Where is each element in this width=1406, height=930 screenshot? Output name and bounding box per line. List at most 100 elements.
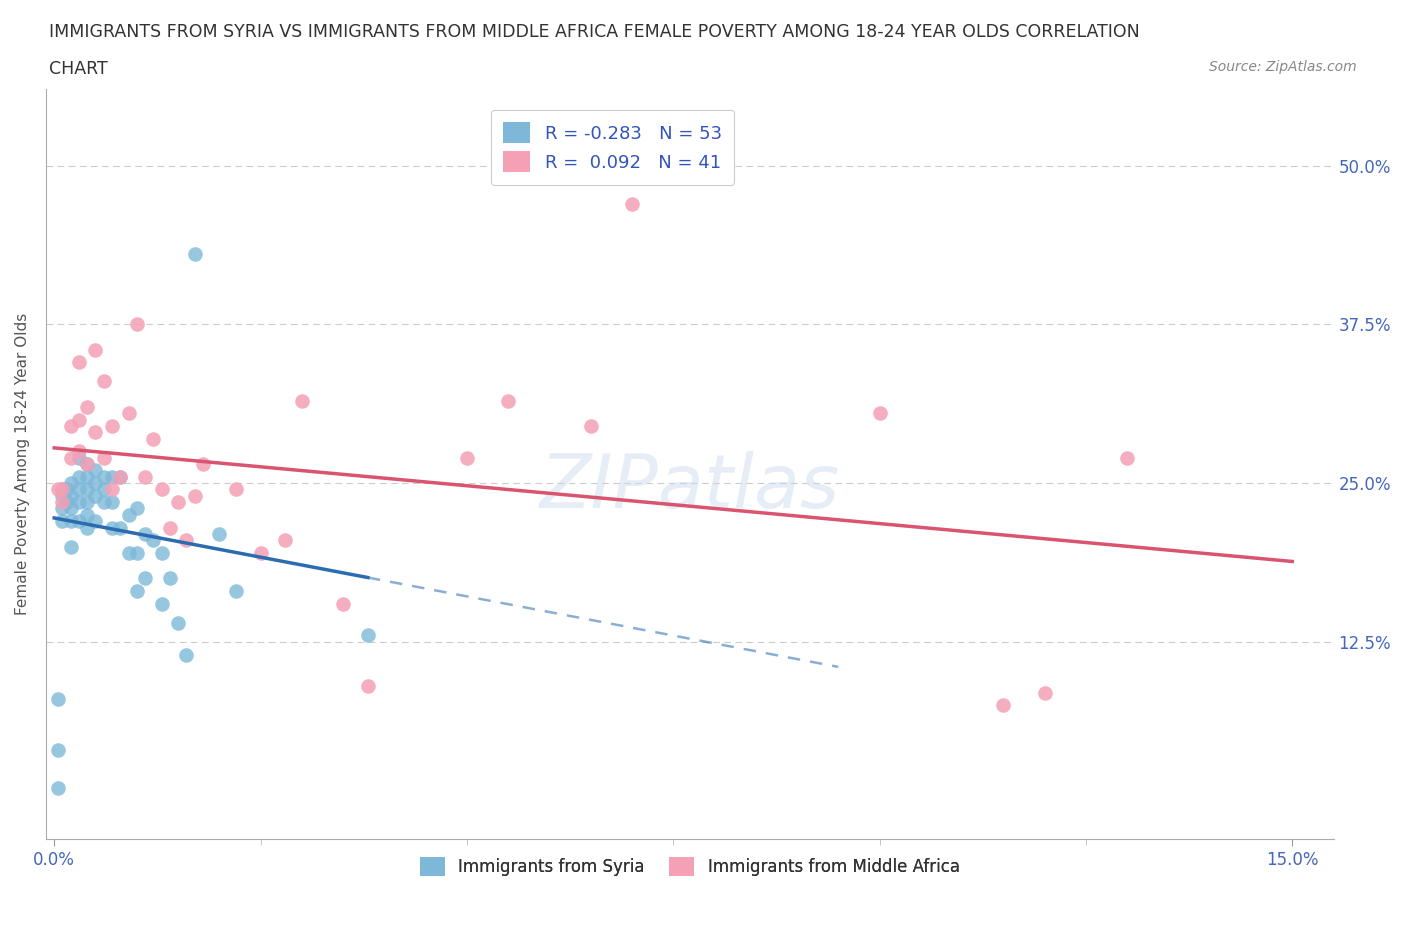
- Point: [191, 457, 214, 472]
- Point: [142, 432, 165, 446]
- Point: [59, 488, 82, 503]
- Point: [357, 679, 380, 694]
- Point: [125, 317, 148, 332]
- Point: [101, 470, 124, 485]
- Point: [93, 482, 115, 497]
- Point: [101, 482, 124, 497]
- Point: [59, 501, 82, 516]
- Point: [55, 495, 77, 510]
- Point: [93, 495, 115, 510]
- Point: [1033, 685, 1056, 700]
- Point: [76, 470, 98, 485]
- Point: [76, 482, 98, 497]
- Point: [117, 546, 139, 561]
- Point: [125, 584, 148, 599]
- Point: [142, 533, 165, 548]
- Point: [208, 526, 231, 541]
- Point: [332, 596, 354, 611]
- Point: [174, 533, 197, 548]
- Point: [51, 482, 73, 497]
- Point: [159, 520, 181, 535]
- Point: [67, 412, 90, 427]
- Point: [496, 393, 519, 408]
- Point: [1116, 450, 1139, 465]
- Point: [183, 247, 205, 262]
- Point: [134, 526, 156, 541]
- Y-axis label: Female Poverty Among 18-24 Year Olds: Female Poverty Among 18-24 Year Olds: [15, 312, 30, 615]
- Point: [134, 571, 156, 586]
- Point: [167, 616, 190, 631]
- Point: [125, 501, 148, 516]
- Point: [150, 482, 173, 497]
- Point: [84, 475, 107, 490]
- Point: [110, 470, 132, 485]
- Point: [93, 450, 115, 465]
- Point: [48, 780, 70, 795]
- Point: [67, 482, 90, 497]
- Point: [174, 647, 197, 662]
- Point: [993, 698, 1015, 712]
- Point: [84, 342, 107, 357]
- Point: [59, 539, 82, 554]
- Point: [67, 495, 90, 510]
- Point: [51, 501, 73, 516]
- Text: Source: ZipAtlas.com: Source: ZipAtlas.com: [1209, 60, 1357, 74]
- Point: [59, 450, 82, 465]
- Point: [55, 482, 77, 497]
- Point: [291, 393, 314, 408]
- Point: [76, 508, 98, 523]
- Point: [125, 546, 148, 561]
- Point: [51, 513, 73, 528]
- Point: [159, 571, 181, 586]
- Point: [84, 425, 107, 440]
- Point: [117, 508, 139, 523]
- Point: [67, 450, 90, 465]
- Point: [59, 513, 82, 528]
- Point: [620, 196, 643, 211]
- Point: [59, 475, 82, 490]
- Point: [134, 470, 156, 485]
- Point: [110, 470, 132, 485]
- Point: [150, 596, 173, 611]
- Point: [183, 488, 205, 503]
- Point: [76, 400, 98, 415]
- Text: IMMIGRANTS FROM SYRIA VS IMMIGRANTS FROM MIDDLE AFRICA FEMALE POVERTY AMONG 18-2: IMMIGRANTS FROM SYRIA VS IMMIGRANTS FROM…: [49, 23, 1140, 41]
- Point: [48, 742, 70, 757]
- Point: [84, 488, 107, 503]
- Point: [67, 513, 90, 528]
- Point: [579, 418, 602, 433]
- Point: [84, 513, 107, 528]
- Text: ZIPatlas: ZIPatlas: [540, 450, 839, 523]
- Point: [84, 463, 107, 478]
- Point: [59, 418, 82, 433]
- Point: [67, 470, 90, 485]
- Point: [225, 584, 247, 599]
- Text: CHART: CHART: [49, 60, 108, 78]
- Point: [456, 450, 478, 465]
- Point: [167, 495, 190, 510]
- Point: [51, 488, 73, 503]
- Point: [110, 520, 132, 535]
- Point: [150, 546, 173, 561]
- Point: [117, 405, 139, 420]
- Point: [67, 444, 90, 458]
- Point: [249, 546, 271, 561]
- Point: [48, 482, 70, 497]
- Point: [101, 495, 124, 510]
- Point: [869, 405, 891, 420]
- Point: [76, 520, 98, 535]
- Point: [76, 495, 98, 510]
- Point: [48, 692, 70, 707]
- Point: [225, 482, 247, 497]
- Point: [93, 374, 115, 389]
- Point: [101, 418, 124, 433]
- Point: [357, 628, 380, 643]
- Point: [274, 533, 297, 548]
- Legend: Immigrants from Syria, Immigrants from Middle Africa: Immigrants from Syria, Immigrants from M…: [413, 850, 966, 883]
- Point: [51, 495, 73, 510]
- Point: [67, 355, 90, 370]
- Point: [76, 457, 98, 472]
- Point: [93, 470, 115, 485]
- Point: [51, 482, 73, 497]
- Point: [76, 457, 98, 472]
